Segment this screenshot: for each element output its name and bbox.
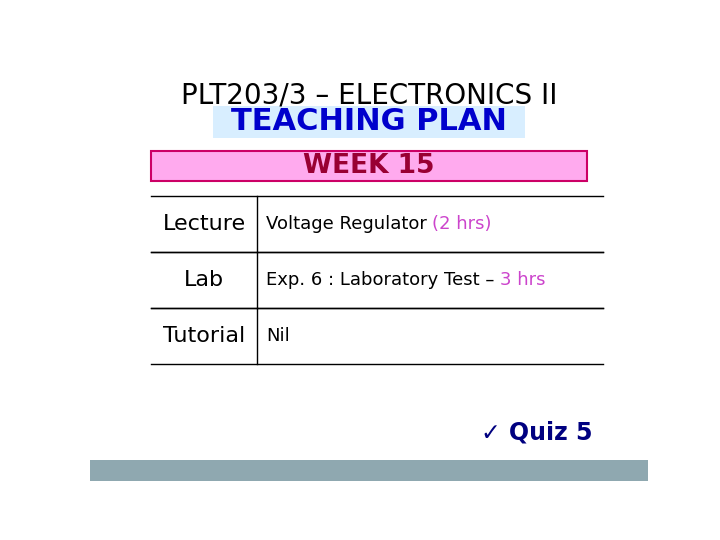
Text: 3 hrs: 3 hrs: [500, 271, 545, 289]
FancyBboxPatch shape: [151, 151, 587, 181]
Text: PLT203/3 – ELECTRONICS II: PLT203/3 – ELECTRONICS II: [181, 82, 557, 110]
Text: TEACHING PLAN: TEACHING PLAN: [231, 107, 507, 137]
Text: ✓ Quiz 5: ✓ Quiz 5: [481, 421, 593, 445]
Text: Lab: Lab: [184, 270, 225, 290]
FancyBboxPatch shape: [213, 106, 526, 138]
Text: Nil: Nil: [266, 327, 289, 345]
Text: WEEK 15: WEEK 15: [303, 153, 435, 179]
Text: Exp. 6 : Laboratory Test –: Exp. 6 : Laboratory Test –: [266, 271, 500, 289]
Text: Voltage Regulator: Voltage Regulator: [266, 215, 433, 233]
Text: Lecture: Lecture: [163, 214, 246, 234]
Text: (2 hrs): (2 hrs): [433, 215, 492, 233]
Text: Tutorial: Tutorial: [163, 326, 246, 346]
FancyBboxPatch shape: [90, 460, 648, 481]
